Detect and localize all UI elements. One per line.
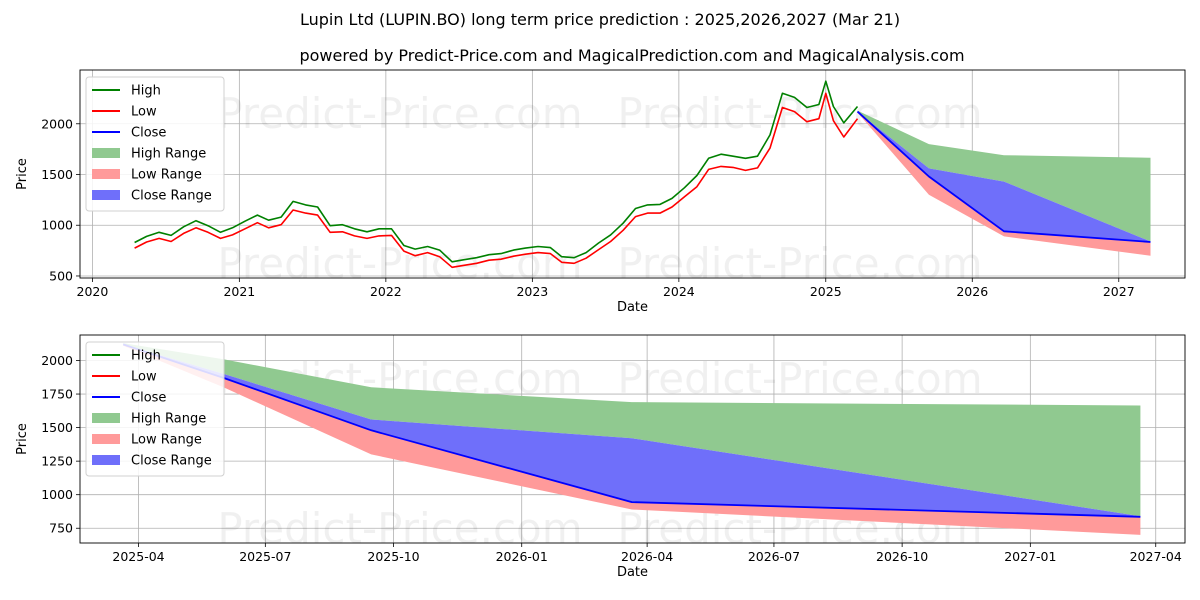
watermark-text: Predict-Price.com bbox=[617, 354, 982, 403]
legend: High Low Close High Range Low Range Close Ran… bbox=[85, 341, 225, 477]
high-range-band bbox=[123, 343, 1141, 517]
legend: High Low Close High Range Low Range Close Ran… bbox=[85, 76, 225, 212]
y-axis-label: Price bbox=[15, 158, 30, 190]
legend-swatch-patch bbox=[92, 148, 120, 158]
legend-swatch-patch bbox=[92, 169, 120, 179]
legend-label: Close Range bbox=[131, 454, 212, 469]
legend-swatch-patch bbox=[92, 413, 120, 423]
x-tick-label: 2026-04 bbox=[621, 549, 673, 564]
y-tick-label: 750 bbox=[49, 521, 73, 536]
close-range-band bbox=[123, 344, 1141, 517]
history-plot: 2020 2021 2022 2023 2024 2025 2026 2027 500 1000 1… bbox=[15, 69, 1186, 315]
legend-label: Close Range bbox=[131, 189, 212, 204]
x-tick-label: 2025 bbox=[810, 284, 842, 299]
low-series-line bbox=[134, 92, 859, 269]
high-series-line bbox=[134, 80, 859, 263]
legend-label: Close bbox=[131, 391, 166, 406]
x-tick-label: 2027-01 bbox=[1004, 549, 1056, 564]
legend-swatch-patch bbox=[92, 190, 120, 200]
legend-label: Low Range bbox=[131, 168, 202, 183]
x-tick-label: 2026-10 bbox=[876, 549, 928, 564]
legend-label: High bbox=[131, 84, 161, 99]
x-axis-label: Date bbox=[617, 565, 648, 580]
x-tick-label: 2025-10 bbox=[367, 549, 419, 564]
x-tick-label: 2026 bbox=[956, 284, 988, 299]
legend-label: High Range bbox=[131, 412, 206, 427]
x-tick-label: 2026-07 bbox=[748, 549, 800, 564]
legend-box bbox=[85, 341, 225, 477]
close-series-line bbox=[856, 110, 1151, 243]
y-tick-label: 2000 bbox=[41, 116, 73, 131]
legend-label: Low Range bbox=[131, 433, 202, 448]
x-tick-label: 2025-04 bbox=[112, 549, 164, 564]
y-tick-label: 1000 bbox=[41, 487, 73, 502]
prediction-detail-plot: 2025-04 2025-07 2025-10 2026-01 2026-04 2026-… bbox=[15, 334, 1186, 580]
y-axis-label: Price bbox=[15, 423, 30, 455]
high-range-band bbox=[857, 110, 1151, 242]
close-range-band bbox=[857, 111, 1151, 242]
y-tick-label: 1000 bbox=[41, 218, 73, 233]
x-tick-label: 2026-01 bbox=[496, 549, 548, 564]
x-tick-label: 2027 bbox=[1103, 284, 1135, 299]
legend-label: Low bbox=[131, 105, 157, 120]
plot-border bbox=[79, 334, 1186, 544]
legend-label: Low bbox=[131, 370, 157, 385]
watermark-text: Predict-Price.com bbox=[617, 89, 982, 138]
legend-label: Close bbox=[131, 126, 166, 141]
x-tick-label: 2024 bbox=[663, 284, 695, 299]
x-tick-label: 2023 bbox=[516, 284, 548, 299]
chart-subtitle: powered by Predict-Price.com and Magical… bbox=[299, 46, 964, 65]
x-tick-label: 2020 bbox=[77, 284, 109, 299]
x-tick-label: 2025-07 bbox=[239, 549, 291, 564]
watermark-text: Predict-Price.com bbox=[617, 239, 982, 288]
legend-swatch-patch bbox=[92, 434, 120, 444]
legend-box bbox=[85, 76, 225, 212]
legend-label: High bbox=[131, 349, 161, 364]
x-tick-label: 2021 bbox=[223, 284, 255, 299]
low-range-band bbox=[857, 111, 1151, 256]
legend-swatch-patch bbox=[92, 455, 120, 465]
y-tick-label: 500 bbox=[49, 268, 73, 283]
y-tick-label: 1750 bbox=[41, 387, 73, 402]
x-tick-label: 2022 bbox=[370, 284, 402, 299]
plot-border bbox=[79, 69, 1186, 279]
watermark-text: Predict-Price.com bbox=[217, 89, 582, 138]
y-tick-label: 1250 bbox=[41, 454, 73, 469]
watermark-text: Predict-Price.com bbox=[217, 504, 582, 553]
low-range-band bbox=[123, 344, 1141, 535]
chart-title: Lupin Ltd (LUPIN.BO) long term price pre… bbox=[300, 10, 900, 29]
x-axis-label: Date bbox=[617, 300, 648, 315]
legend-label: High Range bbox=[131, 147, 206, 162]
y-tick-label: 1500 bbox=[41, 420, 73, 435]
y-tick-label: 1500 bbox=[41, 167, 73, 182]
x-tick-label: 2027-04 bbox=[1130, 549, 1182, 564]
y-tick-label: 2000 bbox=[41, 353, 73, 368]
